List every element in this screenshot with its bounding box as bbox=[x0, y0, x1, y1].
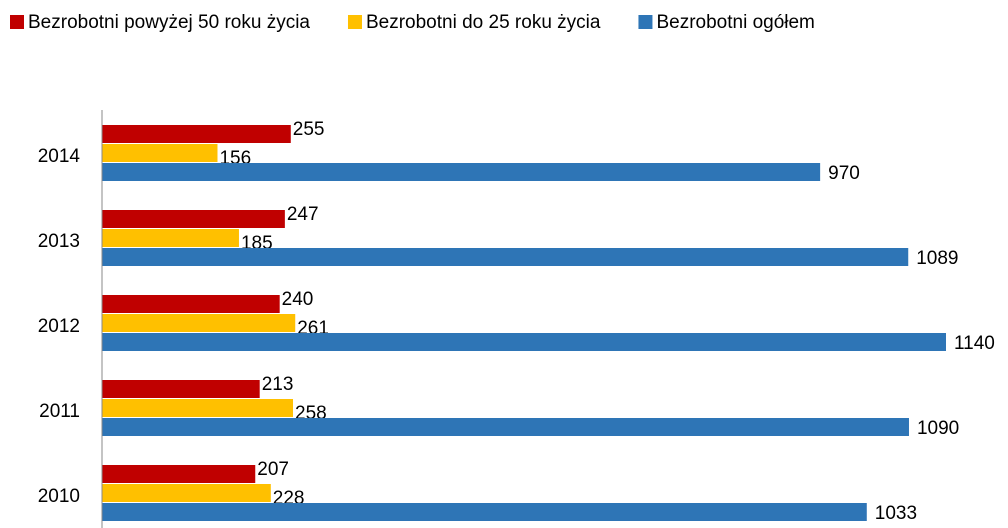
y-tick-label: 2013 bbox=[38, 231, 80, 252]
data-label: 240 bbox=[282, 289, 314, 310]
bar bbox=[102, 248, 909, 266]
legend-label: Bezrobotni do 25 roku życia bbox=[366, 12, 601, 33]
data-label: 1033 bbox=[875, 503, 917, 524]
bar bbox=[102, 163, 821, 181]
y-tick-label: 2011 bbox=[39, 401, 80, 422]
bar bbox=[102, 503, 867, 521]
data-label: 255 bbox=[293, 119, 325, 140]
bar bbox=[102, 380, 260, 398]
bar bbox=[102, 484, 271, 502]
y-tick-label: 2012 bbox=[38, 316, 80, 337]
bar bbox=[102, 333, 946, 351]
legend-swatch bbox=[347, 15, 362, 29]
legend-swatch bbox=[10, 15, 24, 29]
bar bbox=[102, 229, 239, 247]
data-label: 1090 bbox=[917, 418, 959, 439]
bar bbox=[102, 295, 280, 313]
bar bbox=[102, 418, 909, 436]
y-tick-label: 2010 bbox=[38, 486, 80, 507]
legend-swatch bbox=[638, 15, 653, 29]
bar bbox=[102, 399, 294, 417]
bar bbox=[102, 465, 256, 483]
data-label: 207 bbox=[257, 459, 289, 480]
data-label: 247 bbox=[287, 204, 319, 225]
legend-label: Bezrobotni ogółem bbox=[656, 12, 814, 33]
y-tick-label: 2014 bbox=[38, 146, 81, 167]
data-label: 213 bbox=[262, 374, 294, 395]
legend-label: Bezrobotni powyżej 50 roku życia bbox=[28, 12, 310, 33]
bar bbox=[102, 144, 218, 162]
bar bbox=[102, 210, 285, 228]
data-label: 1140 bbox=[954, 333, 995, 354]
bar bbox=[102, 125, 291, 143]
bar bbox=[102, 314, 296, 332]
data-label: 970 bbox=[828, 163, 860, 184]
data-label: 1089 bbox=[916, 248, 958, 269]
